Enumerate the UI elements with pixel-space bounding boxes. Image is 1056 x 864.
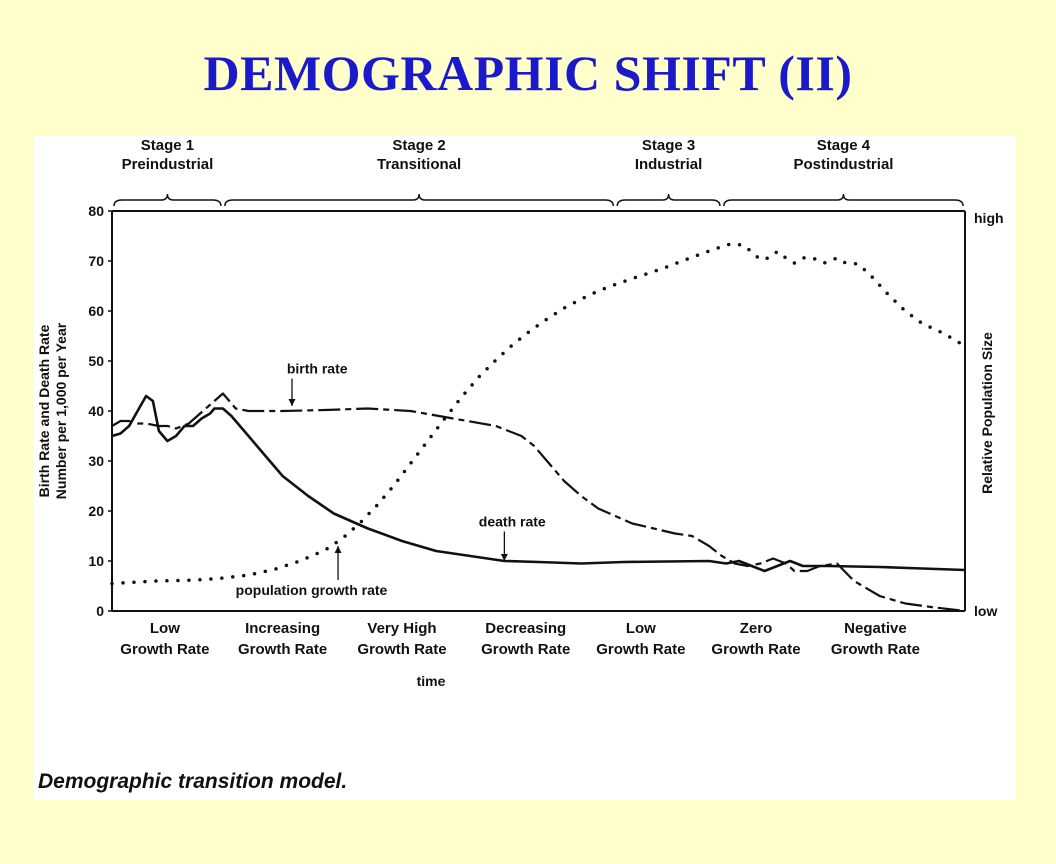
x-axis-title: time bbox=[417, 673, 446, 689]
growth-phase-line1: Very High bbox=[367, 620, 436, 637]
stage-brace bbox=[723, 193, 964, 207]
growth-phase-line2: Growth Rate bbox=[831, 641, 920, 658]
y-tick-label: 40 bbox=[88, 403, 104, 419]
y-tick-label: 50 bbox=[88, 353, 104, 369]
growth-phase-line1: Increasing bbox=[245, 620, 320, 637]
growth-phase-line1: Low bbox=[150, 620, 180, 637]
y-tick-label: 0 bbox=[96, 603, 104, 619]
y-tick-label: 20 bbox=[88, 503, 104, 519]
growth-phase-line1: Decreasing bbox=[485, 620, 566, 637]
y-tick-label: 60 bbox=[88, 303, 104, 319]
growth-phase-line2: Growth Rate bbox=[120, 641, 209, 658]
y-tick-label: 70 bbox=[88, 253, 104, 269]
chart-figure: 0 10 20 30 40 50 60 70 80 Birth Rate and Death Ra… bbox=[33, 136, 1016, 800]
growth-phase-line1: Negative bbox=[844, 620, 907, 637]
y-tick-label: 80 bbox=[88, 203, 104, 219]
slide-title: DEMOGRAPHIC SHIFT (II) bbox=[203, 45, 853, 101]
series-population-growth-rate-line bbox=[110, 242, 967, 586]
stage-brace bbox=[616, 193, 721, 207]
series-death-rate-line bbox=[111, 394, 966, 573]
y-tick-label: 10 bbox=[88, 553, 104, 569]
stage-label-2: Transitional bbox=[377, 156, 461, 173]
growth-phase-line2: Growth Rate bbox=[357, 641, 446, 658]
stage-name-1: Stage 1 bbox=[141, 137, 194, 154]
y2-axis-title: Relative Population Size bbox=[979, 332, 995, 494]
stage-label-3: Industrial bbox=[635, 156, 703, 173]
annotation-arrow-head bbox=[288, 399, 296, 406]
y2-tick-low: low bbox=[974, 603, 997, 619]
stage-brace bbox=[113, 193, 222, 207]
y-tick-label: 30 bbox=[88, 453, 104, 469]
stage-label-1: Preindustrial bbox=[122, 156, 214, 173]
growth-phase-line2: Growth Rate bbox=[596, 641, 685, 658]
annotation-population-growth-rate: population growth rate bbox=[236, 582, 388, 598]
growth-phase-line2: Growth Rate bbox=[711, 641, 800, 658]
stage-name-3: Stage 3 bbox=[642, 137, 695, 154]
growth-phase-line1: Low bbox=[626, 620, 656, 637]
annotation-arrow-head bbox=[500, 554, 508, 561]
chart-caption: Demographic transition model. bbox=[38, 770, 348, 793]
series-birth-rate-line bbox=[111, 392, 966, 613]
stage-name-4: Stage 4 bbox=[817, 137, 871, 154]
stage-label-4: Postindustrial bbox=[793, 156, 893, 173]
y-axis-title-line2: Number per 1,000 per Year bbox=[53, 322, 69, 499]
annotation-death-rate: death rate bbox=[479, 514, 546, 530]
annotation-birth-rate: birth rate bbox=[287, 361, 348, 377]
y-axis-title-line1: Birth Rate and Death Rate bbox=[36, 324, 52, 497]
growth-phase-line1: Zero bbox=[740, 620, 773, 637]
y2-tick-high: high bbox=[974, 210, 1004, 226]
growth-phase-line2: Growth Rate bbox=[481, 641, 570, 658]
annotation-arrow-head bbox=[334, 546, 342, 553]
stage-brace bbox=[224, 193, 615, 207]
growth-phase-line2: Growth Rate bbox=[238, 641, 327, 658]
stage-name-2: Stage 2 bbox=[392, 137, 445, 154]
demographic-transition-chart: 0 10 20 30 40 50 60 70 80 Birth Rate and Death Ra… bbox=[36, 137, 1004, 689]
